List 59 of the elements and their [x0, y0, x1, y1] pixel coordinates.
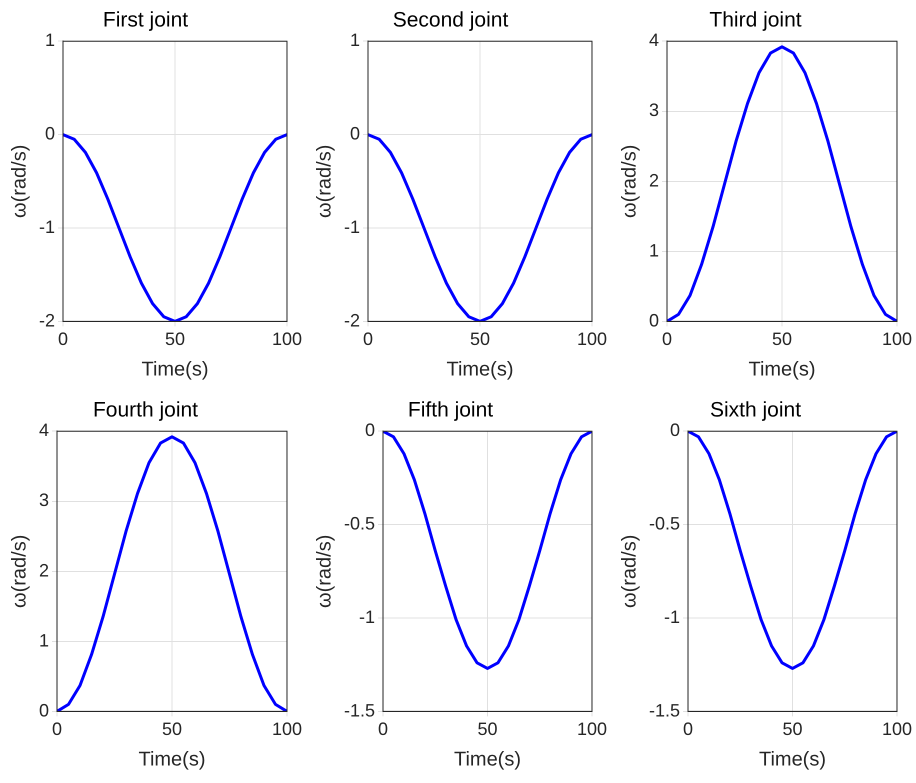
y-tick-label: 0 — [365, 420, 376, 440]
y-axis-title: ω(rad/s) — [314, 534, 336, 608]
y-tick-label: -1.5 — [344, 700, 376, 720]
x-tick-label: 50 — [470, 329, 490, 350]
x-axis-title: Time(s) — [758, 748, 826, 771]
x-tick-label: 50 — [164, 329, 186, 350]
x-tick-label: 100 — [882, 329, 912, 350]
y-tick-label: 2 — [648, 170, 660, 190]
chart-title: First joint — [102, 8, 188, 32]
x-axis-title: Time(s) — [748, 358, 816, 381]
chart-title: Fifth joint — [408, 398, 494, 422]
x-tick-label: 0 — [378, 719, 388, 740]
y-tick-label: -2 — [344, 310, 360, 330]
x-tick-label: 50 — [162, 719, 182, 740]
x-axis-title: Time(s) — [141, 358, 209, 381]
x-axis-title: Time(s) — [138, 748, 206, 771]
y-axis-title: ω(rad/s) — [8, 534, 31, 608]
x-tick-label: 0 — [58, 329, 68, 350]
y-tick-label: 1 — [648, 240, 660, 260]
x-axis-title: Time(s) — [446, 358, 514, 381]
chart-title: Fourth joint — [92, 398, 198, 422]
y-tick-label: -2 — [38, 310, 56, 330]
y-tick-label: 0 — [648, 310, 660, 330]
y-tick-label: 0 — [350, 124, 360, 144]
x-axis-title: Time(s) — [454, 748, 522, 771]
y-tick-label: -1 — [38, 216, 56, 237]
y-tick-label: 4 — [648, 30, 660, 50]
y-axis-title: ω(rad/s) — [8, 144, 31, 218]
y-tick-label: 1 — [44, 30, 56, 50]
y-axis-title: ω(rad/s) — [618, 144, 641, 218]
x-tick-label: 50 — [772, 329, 792, 350]
x-tick-label: 100 — [576, 719, 608, 740]
y-tick-label: 4 — [38, 420, 50, 440]
chart-title: Sixth joint — [710, 398, 802, 422]
chart-title: Second joint — [392, 8, 508, 32]
y-tick-label: -0.5 — [648, 514, 680, 534]
y-tick-label: 1 — [38, 630, 50, 650]
y-tick-label: 3 — [648, 100, 660, 120]
y-tick-label: -1.5 — [648, 700, 680, 720]
x-tick-label: 100 — [576, 329, 608, 350]
y-tick-label: 2 — [38, 560, 50, 580]
x-tick-label: 100 — [272, 329, 302, 350]
y-tick-label: -1 — [359, 606, 376, 627]
x-tick-label: 100 — [272, 719, 302, 740]
y-tick-label: -1 — [664, 606, 680, 627]
y-tick-label: -1 — [344, 216, 360, 237]
y-axis-title: ω(rad/s) — [618, 534, 641, 608]
y-tick-label: 1 — [350, 30, 360, 50]
y-tick-label: 3 — [38, 490, 50, 510]
y-tick-label: 0 — [44, 124, 56, 144]
chart-title: Third joint — [709, 8, 802, 32]
y-tick-label: -0.5 — [344, 514, 376, 534]
x-tick-label: 0 — [683, 719, 694, 740]
y-axis-title: ω(rad/s) — [314, 144, 336, 218]
x-tick-label: 50 — [782, 719, 803, 740]
y-tick-label: 0 — [670, 420, 680, 440]
y-tick-label: 0 — [38, 700, 50, 720]
x-tick-label: 50 — [477, 719, 498, 740]
x-tick-label: 100 — [882, 719, 912, 740]
